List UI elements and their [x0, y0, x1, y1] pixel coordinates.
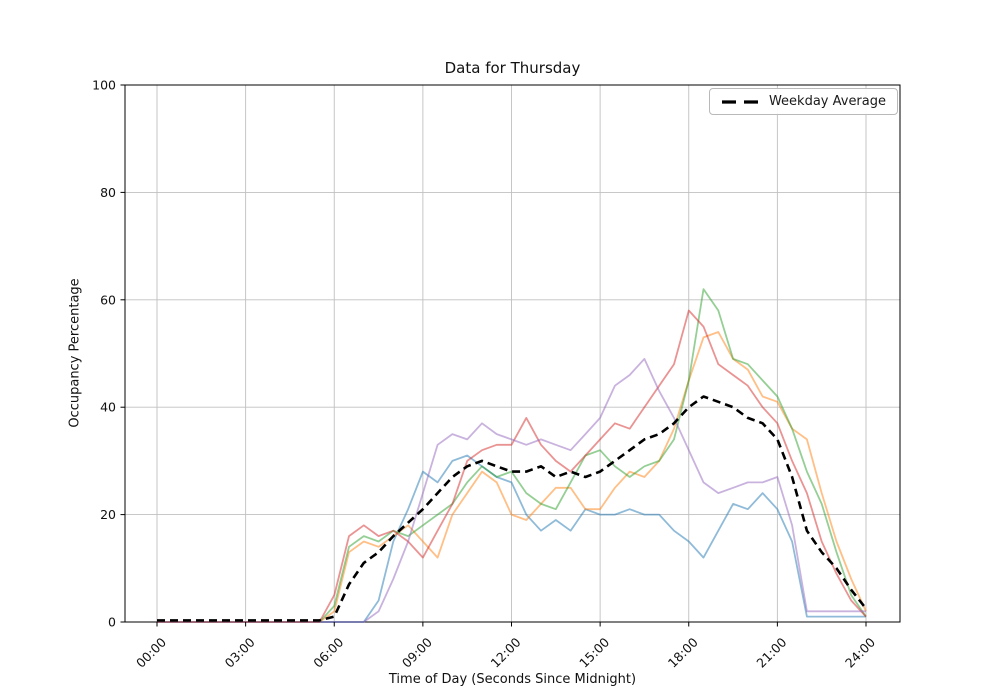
weekday-average-legend-line	[721, 99, 758, 104]
x-tick-label: 12:00	[488, 634, 524, 670]
y-tick-label: 80	[100, 185, 116, 200]
x-tick-label: 15:00	[576, 634, 612, 670]
y-tick-label: 60	[100, 292, 116, 307]
y-tick-label: 0	[108, 615, 116, 630]
y-tick-label: 40	[100, 400, 116, 415]
chart-title: Data for Thursday	[444, 59, 581, 77]
y-axis-label: Occupancy Percentage	[67, 278, 83, 428]
x-tick-label: 09:00	[399, 634, 435, 670]
x-tick-label: 06:00	[310, 634, 346, 670]
x-tick-label: 21:00	[753, 634, 789, 670]
x-tick-label: 00:00	[133, 634, 169, 670]
legend: Weekday Average	[708, 88, 898, 115]
x-axis-label: Time of Day (Seconds Since Midnight)	[388, 672, 637, 687]
x-tick-label: 24:00	[842, 634, 878, 670]
day-line-5-line	[157, 357, 866, 623]
x-tick-label: 18:00	[665, 634, 701, 670]
plot-border	[124, 84, 901, 623]
weekday-average-line	[157, 395, 868, 622]
legend-label: Weekday Average	[768, 94, 886, 109]
y-tick-label: 100	[92, 78, 116, 93]
y-tick-label: 20	[100, 507, 116, 522]
x-tick-label: 03:00	[222, 634, 258, 670]
